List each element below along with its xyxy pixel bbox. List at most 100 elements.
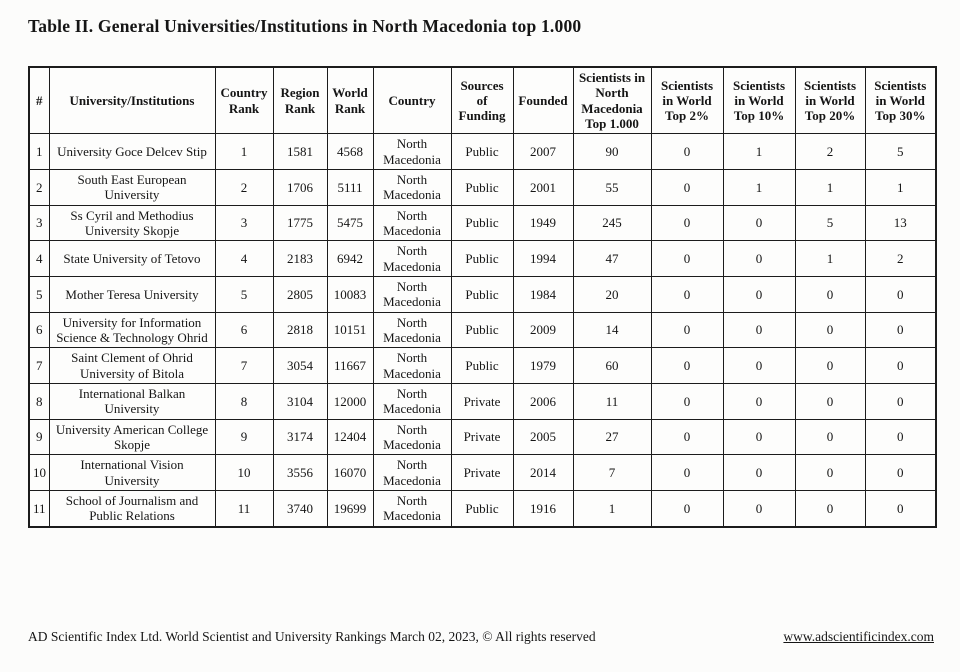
table-cell: 2818: [272, 311, 328, 349]
table-cell: 0: [722, 240, 796, 277]
table-cell: Public: [450, 275, 514, 313]
table-row: 11 School of Journalism and Public Relati…: [28, 489, 937, 528]
footer-link[interactable]: www.adscientificindex.com: [783, 629, 934, 644]
table-cell: 2009: [512, 311, 574, 349]
header-row: # University/Institutions Country Rank Regi…: [28, 66, 937, 135]
column-header-8: Scientists in North Macedonia Top 1.000: [572, 66, 652, 135]
table-cell: 2001: [512, 168, 574, 206]
column-header-12: Scientists in World Top 30%: [864, 66, 937, 135]
column-header-5: Country: [372, 66, 452, 135]
table-cell: 0: [722, 418, 796, 456]
table-cell: 3: [214, 204, 274, 242]
table-cell: 2: [28, 168, 50, 206]
column-header-4: World Rank: [326, 66, 374, 135]
table-cell: 10083: [326, 275, 374, 313]
table-cell: 0: [650, 347, 724, 384]
table-cell: North Macedonia: [372, 204, 452, 242]
column-header-1: University/Institutions: [48, 66, 216, 135]
table-cell: 4568: [326, 133, 374, 170]
table-cell: 0: [650, 275, 724, 313]
table-cell: 0: [650, 240, 724, 277]
table-cell: 8: [214, 382, 274, 420]
university-name-cell: Saint Clement of Ohrid University of Bit…: [48, 347, 216, 384]
table-cell: 0: [864, 275, 937, 313]
table-cell: 19699: [326, 489, 374, 528]
table-cell: 11: [214, 489, 274, 528]
table-row: 4 State University of Tetovo 4 2183 6942 Nort…: [28, 240, 937, 277]
university-name-cell: School of Journalism and Public Relation…: [48, 489, 216, 528]
table-cell: 0: [650, 489, 724, 528]
table-cell: 5: [864, 133, 937, 170]
table-cell: North Macedonia: [372, 347, 452, 384]
table-head: # University/Institutions Country Rank Regi…: [28, 66, 937, 135]
table-cell: 1979: [512, 347, 574, 384]
column-header-9: Scientists in World Top 2%: [650, 66, 724, 135]
table-cell: 6942: [326, 240, 374, 277]
table-row: 3 Ss Cyril and Methodius University Skopj…: [28, 204, 937, 242]
table-cell: 11667: [326, 347, 374, 384]
table-cell: 8: [28, 382, 50, 420]
table-cell: 0: [722, 489, 796, 528]
table-title: Table II. General Universities/Instituti…: [28, 16, 582, 36]
table-cell: 1: [28, 133, 50, 170]
table-cell: Public: [450, 240, 514, 277]
table-cell: Private: [450, 382, 514, 420]
table-cell: 0: [864, 311, 937, 349]
table-cell: 0: [864, 454, 937, 491]
table-cell: 3174: [272, 418, 328, 456]
table-cell: 0: [794, 347, 866, 384]
table-cell: North Macedonia: [372, 133, 452, 170]
table-cell: 0: [722, 454, 796, 491]
table-cell: 0: [722, 311, 796, 349]
table-cell: 13: [864, 204, 937, 242]
table-cell: 0: [794, 454, 866, 491]
table-cell: 0: [650, 382, 724, 420]
table-cell: 3740: [272, 489, 328, 528]
table-row: 8 International Balkan University 8 3104 120…: [28, 382, 937, 420]
table-cell: 1: [794, 240, 866, 277]
table-cell: 1994: [512, 240, 574, 277]
table-cell: Public: [450, 168, 514, 206]
table-cell: 0: [650, 418, 724, 456]
table-cell: 1: [864, 168, 937, 206]
table-cell: 3556: [272, 454, 328, 491]
table-cell: 90: [572, 133, 652, 170]
table-cell: 1: [722, 133, 796, 170]
table-cell: North Macedonia: [372, 489, 452, 528]
table-cell: 1: [722, 168, 796, 206]
footer: AD Scientific Index Ltd. World Scientist…: [28, 629, 934, 645]
table-cell: 1916: [512, 489, 574, 528]
table-cell: 2: [794, 133, 866, 170]
column-header-6: Sources of Funding: [450, 66, 514, 135]
table-cell: 10151: [326, 311, 374, 349]
table-cell: Private: [450, 454, 514, 491]
table-cell: Public: [450, 347, 514, 384]
table-cell: 9: [214, 418, 274, 456]
table-cell: 55: [572, 168, 652, 206]
table-cell: 6: [214, 311, 274, 349]
table-cell: 0: [722, 382, 796, 420]
column-header-3: Region Rank: [272, 66, 328, 135]
table-cell: Private: [450, 418, 514, 456]
table-cell: 10: [28, 454, 50, 491]
table-cell: North Macedonia: [372, 454, 452, 491]
table-row: 5 Mother Teresa University 5 2805 10083 North…: [28, 275, 937, 313]
table-cell: 20: [572, 275, 652, 313]
table-cell: 0: [650, 133, 724, 170]
table-cell: 0: [794, 275, 866, 313]
table-cell: 2183: [272, 240, 328, 277]
table-cell: 1: [794, 168, 866, 206]
table-cell: 0: [864, 382, 937, 420]
table-cell: 5: [794, 204, 866, 242]
table-cell: 1706: [272, 168, 328, 206]
table-cell: 2007: [512, 133, 574, 170]
table-cell: 1581: [272, 133, 328, 170]
column-header-7: Founded: [512, 66, 574, 135]
table-cell: 6: [28, 311, 50, 349]
table-cell: 0: [722, 275, 796, 313]
rankings-table: # University/Institutions Country Rank Regi…: [28, 66, 937, 528]
table-cell: 4: [28, 240, 50, 277]
table-cell: 9: [28, 418, 50, 456]
table-cell: 5111: [326, 168, 374, 206]
